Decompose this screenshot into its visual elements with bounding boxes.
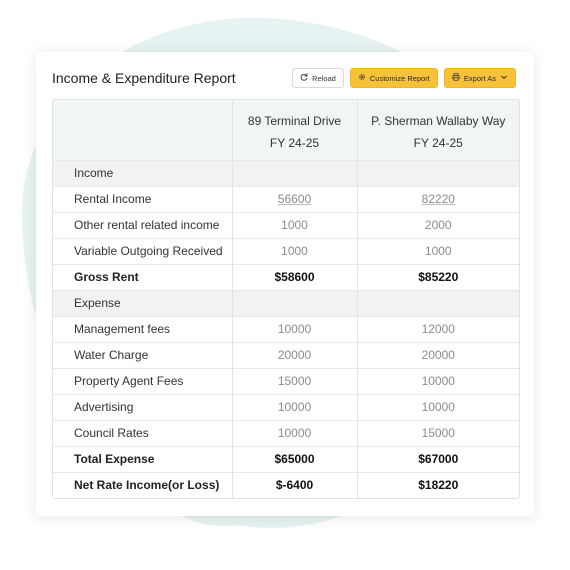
chevron-down-icon	[500, 73, 508, 83]
rental-income-link-2[interactable]: 82220	[356, 186, 519, 213]
section-heading: Expense	[53, 290, 232, 317]
row-label: Rental Income	[53, 186, 232, 213]
header-row-period: FY 24-25 FY 24-25	[53, 132, 519, 161]
row-value: 2000	[356, 212, 519, 239]
report-table: 89 Terminal Drive P. Sherman Wallaby Way…	[52, 99, 520, 499]
row-value: 10000	[231, 316, 357, 343]
report-card: Income & Expenditure Report Reload Custo…	[36, 52, 534, 516]
row-value: 20000	[356, 342, 519, 369]
section-blank-cell	[231, 290, 357, 317]
net-income-value-1: $-6400	[231, 472, 357, 498]
report-toolbar: Reload Customize Report Export As	[292, 68, 516, 88]
header-row-property: 89 Terminal Drive P. Sherman Wallaby Way	[53, 100, 519, 132]
column-header-period-1: FY 24-25	[231, 132, 357, 161]
row-value: 1000	[231, 212, 357, 239]
table-row: Water Charge 20000 20000	[53, 342, 519, 369]
table-row: Property Agent Fees 15000 10000	[53, 368, 519, 395]
table-row: Variable Outgoing Received 1000 1000	[53, 238, 519, 265]
reload-button[interactable]: Reload	[292, 68, 344, 88]
gear-icon	[358, 73, 366, 83]
header-blank-cell	[53, 100, 232, 132]
total-label: Gross Rent	[53, 264, 232, 291]
report-title: Income & Expenditure Report	[52, 70, 236, 86]
net-income-row: Net Rate Income(or Loss) $-6400 $18220	[53, 472, 519, 498]
customize-report-label: Customize Report	[369, 73, 430, 83]
total-row-expense: Total Expense $65000 $67000	[53, 446, 519, 473]
section-blank-cell	[356, 290, 519, 317]
row-value: 10000	[356, 394, 519, 421]
section-row-expense: Expense	[53, 290, 519, 317]
section-heading: Income	[53, 160, 232, 187]
rental-income-link-1[interactable]: 56600	[231, 186, 357, 213]
table-row: Council Rates 10000 15000	[53, 420, 519, 447]
refresh-icon	[300, 73, 308, 83]
row-label: Water Charge	[53, 342, 232, 369]
row-label: Other rental related income	[53, 212, 232, 239]
total-label: Total Expense	[53, 446, 232, 473]
export-as-button[interactable]: Export As	[443, 68, 516, 88]
row-value: 10000	[356, 368, 519, 395]
row-value: 10000	[231, 420, 357, 447]
total-value: $58600	[231, 264, 357, 291]
row-label: Management fees	[53, 316, 232, 343]
total-value: $67000	[356, 446, 519, 473]
reload-label: Reload	[312, 73, 336, 83]
column-header-property-1: 89 Terminal Drive	[231, 100, 357, 132]
row-value: 15000	[356, 420, 519, 447]
row-value: 12000	[356, 316, 519, 343]
section-blank-cell	[356, 160, 519, 187]
row-label: Variable Outgoing Received	[53, 238, 232, 265]
customize-report-button[interactable]: Customize Report	[349, 68, 438, 88]
column-header-property-2: P. Sherman Wallaby Way	[356, 100, 519, 132]
table-row: Rental Income 56600 82220	[53, 186, 519, 213]
row-value: 1000	[231, 238, 357, 265]
total-value: $65000	[231, 446, 357, 473]
export-as-label: Export As	[463, 73, 496, 83]
section-row-income: Income	[53, 160, 519, 187]
total-value: $85220	[356, 264, 519, 291]
row-value: 15000	[231, 368, 357, 395]
row-value: 20000	[231, 342, 357, 369]
row-value: 1000	[356, 238, 519, 265]
row-value: 10000	[231, 394, 357, 421]
net-income-value-2: $18220	[356, 472, 519, 498]
table-row: Advertising 10000 10000	[53, 394, 519, 421]
net-income-label: Net Rate Income(or Loss)	[74, 478, 220, 493]
row-label: Council Rates	[53, 420, 232, 447]
section-blank-cell	[231, 160, 357, 187]
header-blank-cell	[53, 132, 232, 161]
table-row: Management fees 10000 12000	[53, 316, 519, 343]
table-row: Other rental related income 1000 2000	[53, 212, 519, 239]
printer-icon	[452, 73, 460, 83]
column-header-period-2: FY 24-25	[356, 132, 519, 161]
row-label: Advertising	[53, 394, 232, 421]
total-row-gross-rent: Gross Rent $58600 $85220	[53, 264, 519, 291]
row-label: Property Agent Fees	[53, 368, 232, 395]
